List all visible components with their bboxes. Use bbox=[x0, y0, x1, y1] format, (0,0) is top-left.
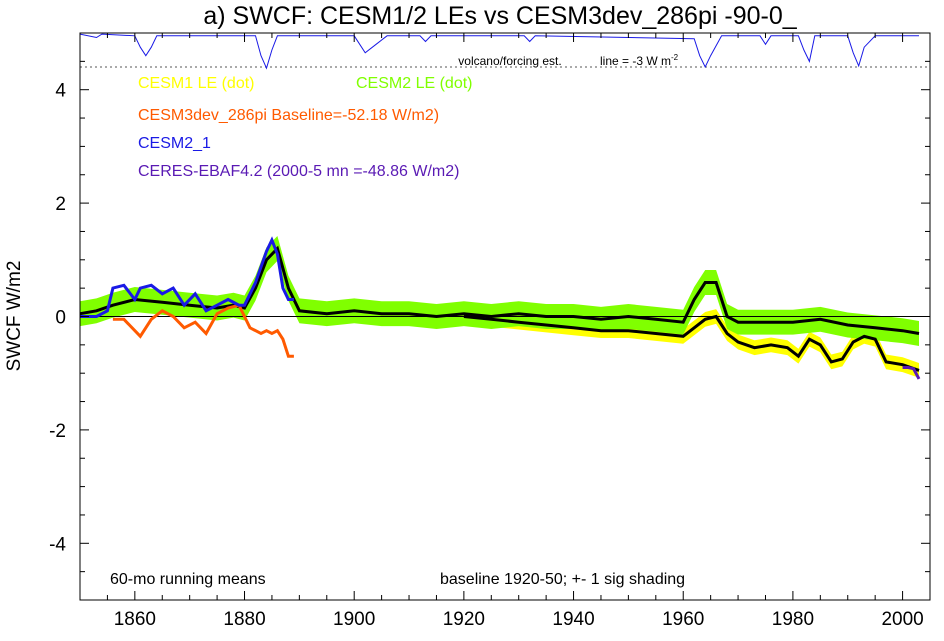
x-tick-label: 1960 bbox=[662, 609, 704, 630]
y-tick-label: -2 bbox=[49, 421, 66, 442]
y-axis-label: SWCF W/m2 bbox=[4, 261, 25, 372]
volcano-label: volcano/forcing est. bbox=[458, 54, 561, 68]
legend-entry: CESM2 LE (dot) bbox=[356, 75, 472, 92]
chart-title: a) SWCF: CESM1/2 LEs vs CESM3dev_286pi -… bbox=[203, 2, 797, 30]
x-tick-label: 1880 bbox=[223, 609, 265, 630]
cesm3dev-line bbox=[112, 303, 294, 358]
line-label: line = -3 W m-2 bbox=[600, 53, 679, 68]
cesm2-1-line bbox=[80, 236, 294, 318]
cesm2-le-band bbox=[80, 236, 919, 346]
x-tick-label: 1900 bbox=[333, 609, 375, 630]
x-tick-label: 1980 bbox=[772, 609, 814, 630]
line-label-sup: -2 bbox=[671, 53, 679, 62]
line-label-text: line = -3 W m bbox=[600, 54, 671, 68]
legend-entry: CERES-EBAF4.2 (2000-5 mn =-48.86 W/m2) bbox=[138, 163, 459, 180]
y-tick-label: 2 bbox=[55, 194, 66, 215]
cesm1-le-mean-line bbox=[463, 314, 920, 372]
annotations: volcano/forcing est. line = -3 W m-2 60-… bbox=[110, 53, 685, 588]
x-tick-label: 1940 bbox=[552, 609, 594, 630]
volcano-forcing-line bbox=[79, 33, 919, 70]
x-tick-label: 1860 bbox=[114, 609, 156, 630]
baseline-label: baseline 1920-50; +- 1 sig shading bbox=[440, 571, 685, 588]
legend-entry: CESM1 LE (dot) bbox=[138, 75, 254, 92]
axes-layer: 1860 1880 1900 1920 1940 1960 1980 2000 -4 -2 0 2 4 bbox=[49, 32, 931, 630]
cesm2-le-mean-line bbox=[79, 245, 920, 335]
running-means-label: 60-mo running means bbox=[110, 571, 266, 588]
y-tick-label: -4 bbox=[49, 534, 66, 555]
y-tick-label: 4 bbox=[55, 81, 66, 102]
legend: CESM1 LE (dot) CESM2 LE (dot) CESM3dev_286… bbox=[138, 75, 472, 180]
series-layer bbox=[79, 33, 930, 380]
x-tick-label: 2000 bbox=[881, 609, 923, 630]
x-tick-label: 1920 bbox=[443, 609, 485, 630]
y-tick-label: 0 bbox=[55, 308, 66, 329]
legend-entry: CESM3dev_286pi Baseline=-52.18 W/m2) bbox=[138, 107, 439, 124]
legend-entry: CESM2_1 bbox=[138, 135, 211, 152]
ceres-line bbox=[902, 366, 921, 380]
